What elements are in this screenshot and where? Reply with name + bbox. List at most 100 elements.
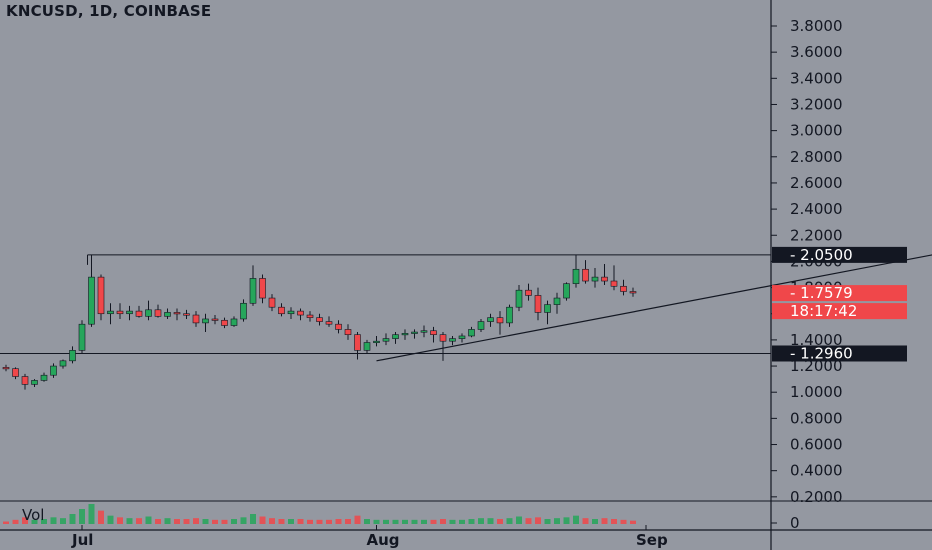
volume-bar [421,519,427,524]
candle-body [373,340,380,344]
volume-bar [307,519,313,524]
candle-body [240,302,247,320]
candle-body [183,313,190,316]
volume-bar [174,519,180,524]
candle-body [534,295,542,313]
price-tick-label: 1.2000 [790,357,843,375]
candle-body [610,280,618,287]
volume-bar [544,519,551,524]
candle-body [401,333,409,336]
volume-bar [126,518,133,524]
candle-body [477,321,485,330]
volume-bar [3,521,9,524]
candle-body [145,309,152,317]
price-tick-label: 0.4000 [790,462,843,480]
price-tick-label: 3.2000 [790,95,843,113]
volume-bar [525,518,532,524]
price-tick-label: 3.6000 [790,43,843,61]
candle-body [582,268,589,282]
candle-body [563,283,570,299]
time-tick-label: Jul [71,531,93,549]
volume-bar [60,518,66,524]
candle-body [78,323,86,351]
horizontal-levels [0,254,771,354]
price-tag-box [772,303,907,320]
volume-bar [573,515,579,524]
candle-body [382,338,390,342]
candle-body [21,376,29,385]
volume-bar [31,519,38,524]
price-tag-label: - 1.2960 [790,344,853,362]
volume-bar [22,517,28,524]
volume-bar [221,519,228,524]
candle-body [173,312,181,315]
volume-bar [440,519,446,524]
time-axis-ticks[interactable]: Jul Aug Sep [71,525,668,549]
candle-body [154,309,162,317]
price-tick-label: 2.6000 [790,174,843,192]
volume-bar [69,514,76,524]
price-tag-box [772,246,907,263]
candle-body [458,335,466,339]
candle-body [468,329,475,337]
candle-body [202,318,209,324]
candle-body [12,368,19,377]
candle-body [487,317,494,322]
candle-body [525,289,532,296]
volume-bar [335,519,342,524]
volume-bar [278,519,285,524]
volume-bar [193,518,199,524]
volume-bar [41,519,47,524]
candle-body [316,317,323,322]
volume-bar [601,518,608,524]
volume-bar [497,519,503,524]
price-axis-ticks[interactable]: 3.8000 3.6000 3.4000 3.2000 3.0000 2.8000 2.60… [771,17,843,532]
volume-bar [136,518,142,524]
volume-bar [354,515,361,524]
candle-body [601,276,608,282]
price-tick-label: 0 [790,514,800,532]
candle-body [50,365,57,376]
volume-bar [231,519,237,524]
trendline-group [376,220,932,362]
price-tag-box [772,345,907,362]
candle-body [192,314,200,324]
candle-body [278,306,285,315]
volume-bar [345,519,351,524]
candle-body [135,310,143,317]
candle-body [553,297,561,305]
candle-body [287,310,295,315]
volume-bar [117,517,123,524]
price-tick-label: 0.8000 [790,409,843,427]
volume-bar [50,517,57,524]
candle-body [325,321,333,325]
candle-body [572,268,580,284]
trendline[interactable] [376,220,932,362]
candle-body [88,276,95,325]
price-tick-label: 0.2000 [790,488,843,506]
volume-bar [459,519,465,524]
volume-bar [468,519,475,524]
candle-body [259,278,266,299]
candle-body [249,278,257,304]
price-tag-label: - 2.0500 [790,246,853,264]
volume-bar [611,519,617,524]
volume-bar [212,519,218,524]
candle-body [40,374,48,381]
volume-bar [563,517,570,524]
candle-body [211,318,219,321]
price-tick-label: 2.2000 [790,226,843,244]
volume-bar [202,519,209,524]
volume-bar [250,514,256,524]
candle-body [268,297,276,308]
volume-bar [269,518,275,524]
price-tick-label: 0.6000 [790,436,843,454]
candle-body [59,360,67,367]
price-tag-label: - 1.7579 [790,284,853,302]
candle-body [230,318,238,326]
volume-bar [449,519,456,524]
price-tick-label: 3.8000 [790,17,843,35]
candle-body [411,331,418,334]
volume-bar [288,519,294,524]
